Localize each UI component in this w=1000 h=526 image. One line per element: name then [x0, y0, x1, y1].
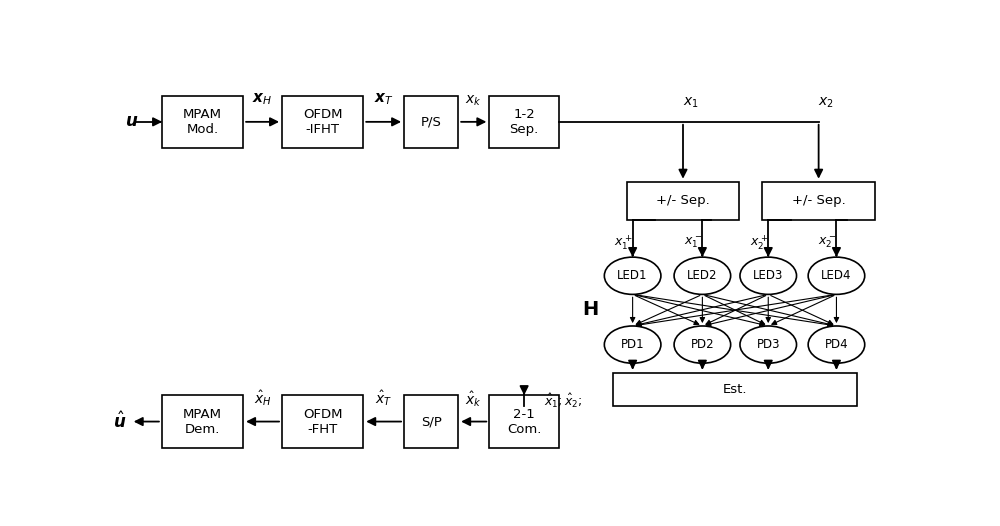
Text: $\hat{x}_H$: $\hat{x}_H$ — [254, 389, 271, 408]
Text: $\mathbf{H}$: $\mathbf{H}$ — [582, 301, 598, 319]
Text: $x_2$: $x_2$ — [818, 95, 834, 109]
Text: LED4: LED4 — [821, 269, 852, 282]
Text: $\hat{\boldsymbol{u}}$: $\hat{\boldsymbol{u}}$ — [113, 411, 126, 432]
Bar — [762, 181, 875, 220]
Text: 1-2
Sep.: 1-2 Sep. — [510, 108, 539, 136]
Text: $\boldsymbol{x}_T$: $\boldsymbol{x}_T$ — [374, 91, 394, 107]
Text: $x_2^-$: $x_2^-$ — [818, 235, 836, 250]
Text: OFDM
-IFHT: OFDM -IFHT — [303, 108, 342, 136]
Text: PD2: PD2 — [691, 338, 714, 351]
Bar — [282, 96, 363, 148]
Ellipse shape — [674, 326, 731, 363]
Text: PD3: PD3 — [757, 338, 780, 351]
Text: P/S: P/S — [421, 115, 442, 128]
Text: $\hat{x}_k$: $\hat{x}_k$ — [465, 389, 482, 409]
Text: $\boldsymbol{x}_H$: $\boldsymbol{x}_H$ — [252, 91, 273, 107]
Text: MPAM
Dem.: MPAM Dem. — [183, 408, 222, 436]
Bar — [404, 96, 458, 148]
Text: +/- Sep.: +/- Sep. — [656, 194, 710, 207]
Text: LED1: LED1 — [617, 269, 648, 282]
Text: 2-1
Com.: 2-1 Com. — [507, 408, 541, 436]
Text: LED3: LED3 — [753, 269, 783, 282]
Ellipse shape — [604, 257, 661, 295]
Text: $\hat{x}_T$: $\hat{x}_T$ — [375, 389, 392, 408]
Text: $x_k$: $x_k$ — [465, 94, 482, 108]
Ellipse shape — [740, 326, 797, 363]
Text: PD1: PD1 — [621, 338, 644, 351]
Text: S/P: S/P — [421, 415, 442, 428]
Bar — [627, 181, 739, 220]
Text: MPAM
Mod.: MPAM Mod. — [183, 108, 222, 136]
Bar — [613, 372, 857, 406]
Text: +/- Sep.: +/- Sep. — [792, 194, 846, 207]
Text: $x_1^-$: $x_1^-$ — [684, 235, 702, 250]
Text: $\boldsymbol{u}$: $\boldsymbol{u}$ — [125, 113, 138, 130]
Ellipse shape — [604, 326, 661, 363]
Bar — [489, 96, 559, 148]
Text: $\hat{x}_1;\hat{x}_2;$: $\hat{x}_1;\hat{x}_2;$ — [544, 391, 582, 410]
Bar — [489, 395, 559, 448]
Ellipse shape — [808, 257, 865, 295]
Ellipse shape — [674, 257, 731, 295]
Ellipse shape — [740, 257, 797, 295]
Bar — [282, 395, 363, 448]
Text: $x_2^+$: $x_2^+$ — [750, 233, 768, 252]
Bar — [162, 395, 243, 448]
Text: PD4: PD4 — [825, 338, 848, 351]
Text: Est.: Est. — [723, 382, 747, 396]
Bar — [162, 96, 243, 148]
Text: LED2: LED2 — [687, 269, 718, 282]
Ellipse shape — [808, 326, 865, 363]
Text: OFDM
-FHT: OFDM -FHT — [303, 408, 342, 436]
Bar — [404, 395, 458, 448]
Text: $x_1^+$: $x_1^+$ — [614, 233, 633, 252]
Text: $x_1$: $x_1$ — [683, 95, 699, 109]
